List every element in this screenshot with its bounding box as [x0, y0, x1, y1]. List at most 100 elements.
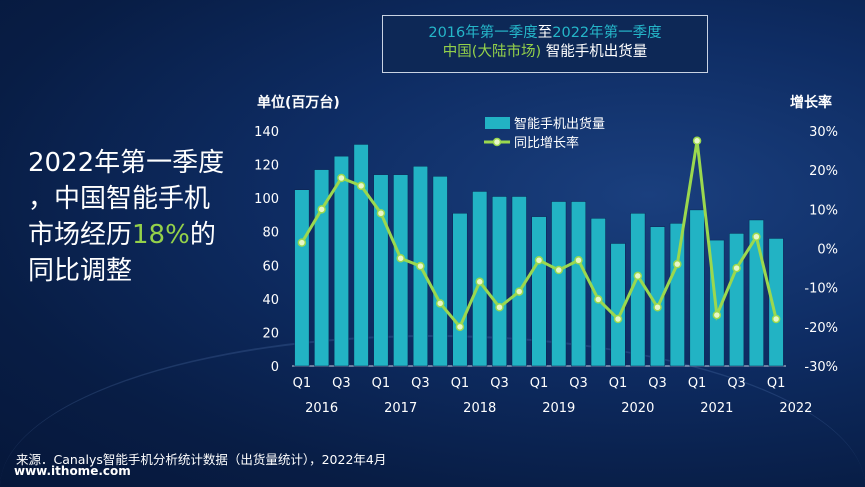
- bar: [294, 189, 310, 367]
- bar: [669, 223, 685, 367]
- growth-point: [594, 295, 603, 304]
- website: www.ithome.com: [14, 464, 131, 478]
- x-tick-label: Q1: [372, 376, 391, 391]
- growth-point: [297, 238, 307, 247]
- legend-line-marker: [492, 137, 502, 147]
- y2-axis-label: 增长率: [790, 95, 832, 111]
- bar: [373, 174, 389, 367]
- growth-point: [455, 322, 465, 332]
- growth-point: [435, 299, 445, 308]
- bar: [353, 144, 369, 367]
- x-tick-label: Q1: [688, 376, 707, 391]
- y2-tick-label: 30%: [809, 125, 838, 140]
- headline: 2022年第一季度 ，中国智能手机 市场经历18%的 同比调整: [28, 145, 224, 289]
- title-start: 2016年第一季度: [428, 25, 538, 41]
- x-year-label: 2016: [305, 401, 338, 416]
- x-tick-label: Q3: [411, 376, 430, 391]
- x-year-label: 2021: [700, 401, 733, 416]
- growth-point: [574, 256, 583, 265]
- growth-point: [495, 303, 504, 312]
- x-tick-label: Q1: [609, 376, 628, 391]
- y-tick-label: 40: [262, 293, 279, 308]
- y-tick-label: 80: [262, 226, 279, 241]
- y-tick-label: 20: [262, 326, 279, 341]
- bar: [314, 169, 330, 367]
- growth-point: [416, 261, 425, 271]
- y-axis-label: 单位(百万台): [257, 95, 340, 111]
- growth-point: [317, 205, 326, 214]
- x-tick-label: Q3: [569, 376, 588, 391]
- headline-line: 市场经历18%的: [28, 217, 224, 253]
- legend-bar-label: 智能手机出货量: [514, 116, 605, 132]
- x-tick-label: Q1: [767, 376, 786, 391]
- growth-point: [752, 232, 761, 241]
- growth-point: [554, 265, 564, 275]
- bar: [689, 209, 705, 367]
- headline-highlight: 18%: [132, 220, 190, 250]
- title-market: 中国(大陆市场): [442, 44, 542, 60]
- y-tick-label: 120: [254, 159, 279, 174]
- bar: [393, 174, 409, 367]
- bar: [452, 213, 468, 367]
- growth-point: [673, 259, 682, 269]
- x-year-label: 2019: [542, 401, 575, 416]
- growth-point: [633, 271, 643, 281]
- x-tick-label: Q3: [490, 376, 509, 391]
- growth-point: [475, 277, 484, 287]
- y-tick-label: 100: [254, 192, 279, 207]
- source-note: 来源．Canalys智能手机分析统计数据（出货量统计），2022年4月: [16, 452, 387, 467]
- bar: [551, 201, 567, 367]
- bar: [432, 176, 448, 367]
- growth-point: [732, 263, 741, 273]
- y-tick-label: 0: [271, 360, 279, 375]
- y-tick-label: 140: [254, 125, 279, 140]
- y2-tick-label: -30%: [804, 360, 838, 375]
- y2-tick-label: -20%: [804, 321, 838, 336]
- y2-tick-label: 0%: [817, 243, 838, 258]
- headline-line: ，中国智能手机: [28, 184, 211, 214]
- headline-line: 同比调整: [28, 256, 133, 286]
- y2-tick-label: -10%: [804, 282, 838, 297]
- x-year-label: 2017: [384, 401, 417, 416]
- x-tick-label: Q1: [293, 376, 312, 391]
- title-to: 至: [537, 25, 553, 41]
- growth-point: [692, 136, 702, 146]
- growth-point: [712, 310, 722, 320]
- bar: [531, 216, 547, 367]
- x-tick-label: Q3: [727, 376, 746, 391]
- x-year-label: 2018: [463, 401, 496, 416]
- bar: [590, 218, 606, 367]
- growth-point: [396, 254, 405, 263]
- x-tick-label: Q3: [332, 376, 351, 391]
- title-metric: 智能手机出货量: [541, 44, 648, 60]
- headline-text: 的: [189, 220, 216, 250]
- growth-point: [613, 314, 623, 324]
- growth-point: [771, 314, 781, 324]
- growth-point: [337, 173, 346, 183]
- headline-text: 市场经历: [28, 220, 133, 250]
- x-year-label: 2022: [779, 401, 812, 416]
- legend-bar-swatch: [485, 117, 510, 129]
- title-end: 2022年第一季度: [552, 25, 662, 41]
- chart-title-box: 2016年第一季度至2022年第一季度 中国(大陆市场) 智能手机出货量: [382, 15, 708, 73]
- y-tick-label: 60: [262, 259, 279, 274]
- x-tick-label: Q3: [648, 376, 667, 391]
- legend-line-label: 同比增长率: [514, 135, 579, 151]
- x-tick-label: Q1: [451, 376, 470, 391]
- growth-point: [514, 287, 524, 296]
- bar: [768, 238, 784, 367]
- growth-point: [376, 209, 386, 218]
- bar: [729, 233, 745, 367]
- headline-line: 2022年第一季度: [28, 148, 225, 178]
- background-swoosh: [0, 335, 865, 487]
- growth-point: [534, 256, 544, 265]
- y2-tick-label: 20%: [809, 164, 838, 179]
- bar: [491, 196, 507, 367]
- bar: [571, 201, 587, 367]
- x-year-label: 2020: [621, 401, 654, 416]
- growth-point: [653, 303, 662, 312]
- bar: [333, 155, 349, 367]
- y2-tick-label: 10%: [809, 203, 838, 218]
- x-tick-label: Q1: [530, 376, 549, 391]
